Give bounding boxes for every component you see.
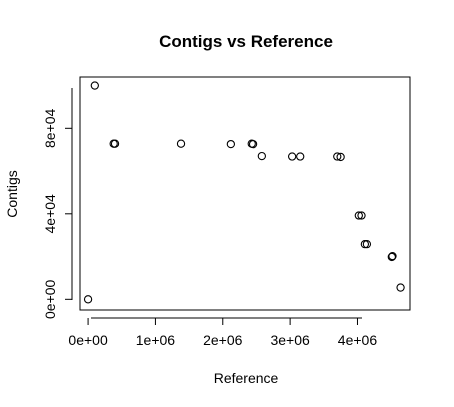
data-points (83, 81, 405, 304)
data-point (176, 139, 186, 148)
data-point (354, 211, 363, 220)
chart-title: Contigs vs Reference (159, 32, 333, 51)
data-point (336, 152, 345, 162)
data-point (90, 81, 99, 90)
x-axis-ticks: 0e+00 1e+06 2e+06 3e+06 4e+06 (68, 318, 377, 348)
data-point (387, 252, 396, 262)
data-point (357, 211, 366, 220)
y-tick-label: 0e+00 (42, 279, 58, 319)
data-point (110, 139, 120, 148)
data-point (362, 240, 372, 249)
x-tick-label: 1e+06 (136, 332, 176, 348)
data-point (257, 151, 266, 161)
x-tick-label: 2e+06 (203, 332, 243, 348)
data-point (248, 139, 258, 149)
data-point (396, 283, 405, 292)
x-tick-label: 3e+06 (270, 332, 310, 348)
data-point (333, 152, 342, 161)
data-point (296, 152, 305, 161)
plot-area-frame (79, 76, 411, 311)
data-point (226, 139, 236, 149)
data-point (287, 152, 297, 161)
x-axis-label: Reference (214, 370, 279, 386)
y-axis-label: Contigs (4, 170, 20, 217)
data-point (83, 295, 93, 304)
y-tick-label: 8e+04 (42, 108, 58, 148)
y-axis-ticks: 0e+00 4e+04 8e+04 (42, 108, 72, 319)
x-tick-label: 0e+00 (68, 332, 108, 348)
data-point (388, 251, 397, 261)
x-tick-label: 4e+06 (338, 332, 378, 348)
y-tick-label: 4e+04 (42, 194, 58, 234)
